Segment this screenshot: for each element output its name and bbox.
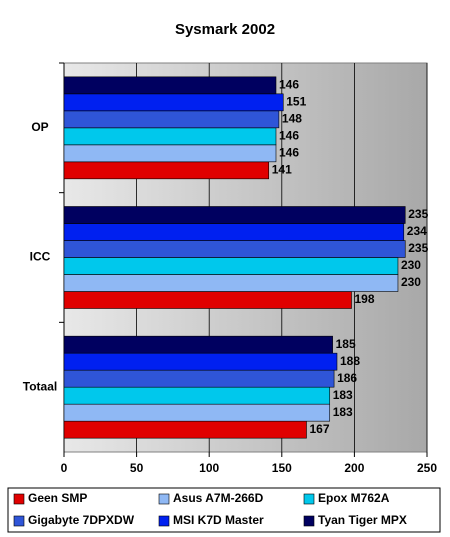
legend-label: Gigabyte 7DPXDW bbox=[28, 513, 135, 527]
legend-label: MSI K7D Master bbox=[173, 513, 264, 527]
y-tick-label: ICC bbox=[30, 250, 51, 264]
legend-swatch bbox=[158, 515, 170, 527]
x-tick-label: 150 bbox=[272, 461, 292, 475]
bar bbox=[63, 291, 352, 309]
chart-title: Sysmark 2002 bbox=[175, 21, 275, 38]
value-label: 198 bbox=[354, 292, 374, 306]
bar bbox=[63, 110, 280, 129]
legend-label: Geen SMP bbox=[28, 491, 87, 505]
bar bbox=[63, 206, 406, 224]
bar bbox=[63, 161, 270, 180]
bar bbox=[63, 127, 277, 146]
bar bbox=[63, 403, 331, 422]
bar bbox=[63, 352, 338, 371]
value-label: 230 bbox=[401, 275, 421, 289]
bar bbox=[63, 420, 307, 439]
legend-swatch bbox=[13, 515, 25, 527]
legend bbox=[7, 487, 441, 533]
value-label: 185 bbox=[336, 337, 356, 351]
value-label: 235 bbox=[408, 241, 428, 255]
bar bbox=[63, 257, 399, 275]
bar bbox=[63, 223, 405, 241]
x-tick-label: 100 bbox=[199, 461, 219, 475]
value-label: 235 bbox=[408, 207, 428, 221]
bar bbox=[63, 386, 331, 405]
bar bbox=[63, 274, 399, 292]
value-label: 146 bbox=[279, 78, 299, 92]
value-label: 230 bbox=[401, 258, 421, 272]
value-label: 183 bbox=[333, 388, 353, 402]
value-label: 234 bbox=[407, 224, 427, 238]
legend-label: Asus A7M-266D bbox=[173, 491, 264, 505]
value-label: 188 bbox=[340, 354, 360, 368]
bar bbox=[63, 93, 284, 112]
y-tick-label: Totaal bbox=[23, 379, 57, 393]
bar bbox=[63, 144, 277, 163]
value-label: 146 bbox=[279, 146, 299, 160]
legend-swatch bbox=[158, 493, 170, 505]
bar bbox=[63, 335, 333, 354]
value-label: 148 bbox=[282, 112, 302, 126]
bar bbox=[63, 369, 335, 388]
x-tick-label: 200 bbox=[344, 461, 364, 475]
value-label: 151 bbox=[286, 95, 306, 109]
legend-swatch bbox=[303, 493, 315, 505]
legend-swatch bbox=[13, 493, 25, 505]
y-tick-label: OP bbox=[31, 120, 48, 134]
value-label: 141 bbox=[272, 163, 292, 177]
value-label: 167 bbox=[309, 422, 329, 436]
legend-label: Tyan Tiger MPX bbox=[318, 513, 407, 527]
legend-swatch bbox=[303, 515, 315, 527]
value-label: 186 bbox=[337, 371, 357, 385]
x-tick-label: 0 bbox=[61, 461, 68, 475]
bar bbox=[63, 240, 406, 258]
value-label: 183 bbox=[333, 405, 353, 419]
legend-label: Epox M762A bbox=[318, 491, 390, 505]
x-tick-label: 50 bbox=[130, 461, 144, 475]
x-tick-label: 250 bbox=[417, 461, 437, 475]
bar bbox=[63, 76, 277, 95]
value-label: 146 bbox=[279, 129, 299, 143]
